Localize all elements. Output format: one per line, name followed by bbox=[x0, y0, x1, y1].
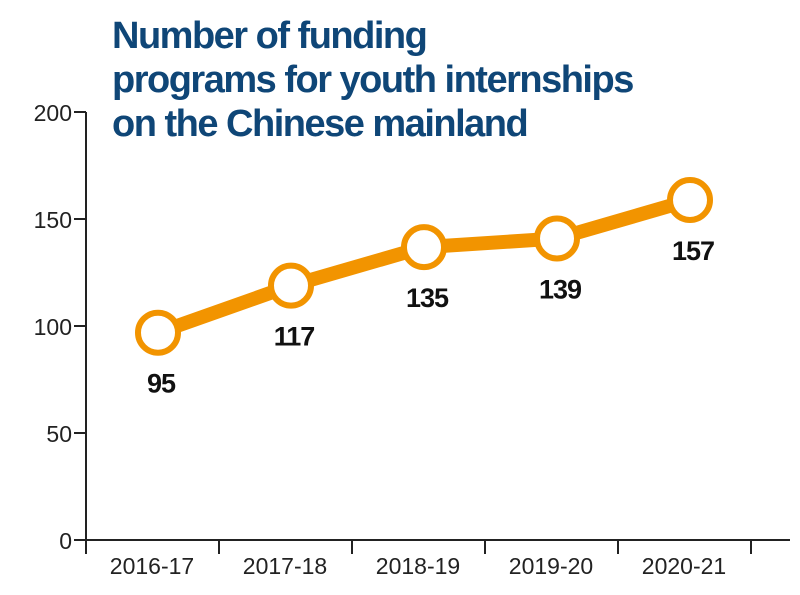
data-label: 139 bbox=[539, 275, 582, 305]
title-line: on the Chinese mainland bbox=[112, 103, 529, 145]
y-tick-label: 100 bbox=[34, 314, 72, 340]
y-tick-label: 200 bbox=[34, 100, 72, 126]
x-tick-label: 2016-17 bbox=[110, 553, 194, 579]
y-tick-label: 50 bbox=[46, 421, 72, 447]
y-tick-label: 150 bbox=[34, 207, 72, 233]
data-point bbox=[135, 309, 181, 356]
title-line: Number of funding bbox=[112, 15, 428, 57]
data-label: 135 bbox=[406, 283, 449, 313]
data-point bbox=[268, 262, 314, 309]
data-point bbox=[401, 224, 447, 271]
data-label: 95 bbox=[147, 369, 176, 399]
data-label: 117 bbox=[274, 322, 315, 352]
data-point bbox=[667, 177, 713, 224]
chart-title: Number of funding programs for youth int… bbox=[112, 14, 634, 146]
title-line: programs for youth internships bbox=[112, 59, 634, 101]
data-label: 157 bbox=[672, 236, 714, 266]
x-tick-label: 2019-20 bbox=[509, 553, 593, 579]
y-tick-label: 0 bbox=[59, 528, 72, 554]
x-tick-label: 2017-18 bbox=[243, 553, 327, 579]
x-tick-label: 2020-21 bbox=[642, 553, 726, 579]
data-point bbox=[534, 215, 580, 262]
x-tick-label: 2018-19 bbox=[376, 553, 460, 579]
